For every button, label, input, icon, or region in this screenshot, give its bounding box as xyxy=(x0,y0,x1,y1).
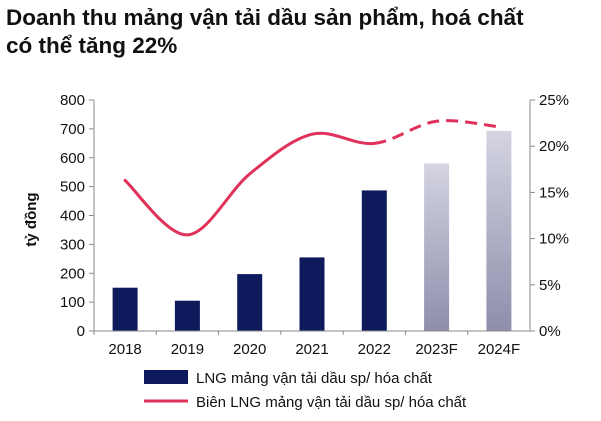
right-tick-label: 25% xyxy=(539,92,569,109)
x-tick-label: 2022 xyxy=(358,341,391,358)
bar-2018 xyxy=(113,288,138,331)
x-tick-label: 2019 xyxy=(171,341,204,358)
bar-2023F xyxy=(424,164,449,332)
left-tick-label: 600 xyxy=(60,150,85,167)
bar-2020 xyxy=(237,274,262,331)
left-tick-label: 100 xyxy=(60,294,85,311)
bar-2019 xyxy=(175,301,200,331)
left-tick-label: 800 xyxy=(60,92,85,109)
bar-2024F xyxy=(486,131,511,331)
left-tick-label: 400 xyxy=(60,208,85,225)
margin-line-actual xyxy=(125,133,374,235)
left-tick-label: 300 xyxy=(60,236,85,253)
combo-chart: 0 100 200 300 400 500 600 700 800 0% 5% 10% 15% 20% 25… xyxy=(8,88,593,416)
x-tick-label: 2018 xyxy=(108,341,141,358)
headline-line-1: Doanh thu mảng vận tải dầu sản phẩm, hoá… xyxy=(6,4,596,32)
left-tick-label: 500 xyxy=(60,179,85,196)
x-tick-label: 2023F xyxy=(415,341,458,358)
bar-2022 xyxy=(362,190,387,331)
legend: LNG mảng vận tải dầu sp/ hóa chất Biên LN… xyxy=(144,370,467,411)
left-tick-label: 700 xyxy=(60,121,85,138)
margin-line-forecast xyxy=(374,121,499,144)
legend-swatch-bar xyxy=(144,370,188,384)
right-tick-label: 0% xyxy=(539,323,561,340)
right-tick-label: 10% xyxy=(539,231,569,248)
x-tick-label: 2021 xyxy=(295,341,328,358)
headline-line-2: có thể tăng 22% xyxy=(6,32,596,60)
left-tick-label: 200 xyxy=(60,265,85,282)
left-tick-label: 0 xyxy=(77,323,85,340)
right-tick-label: 20% xyxy=(539,138,569,155)
chart-headline: Doanh thu mảng vận tải dầu sản phẩm, hoá… xyxy=(6,4,596,60)
x-tick-label: 2024F xyxy=(478,341,521,358)
chart-panel: 0 100 200 300 400 500 600 700 800 0% 5% 10% 15% 20% 25… xyxy=(8,88,593,416)
right-tick-label: 5% xyxy=(539,277,561,294)
legend-label-line: Biên LNG mảng vận tải dầu sp/ hóa chất xyxy=(196,394,467,411)
x-tick-label: 2020 xyxy=(233,341,266,358)
right-tick-label: 15% xyxy=(539,184,569,201)
legend-label-bar: LNG mảng vận tải dầu sp/ hóa chất xyxy=(196,370,433,387)
y-axis-title: tỷ đồng xyxy=(23,192,40,246)
bar-2021 xyxy=(300,257,325,331)
